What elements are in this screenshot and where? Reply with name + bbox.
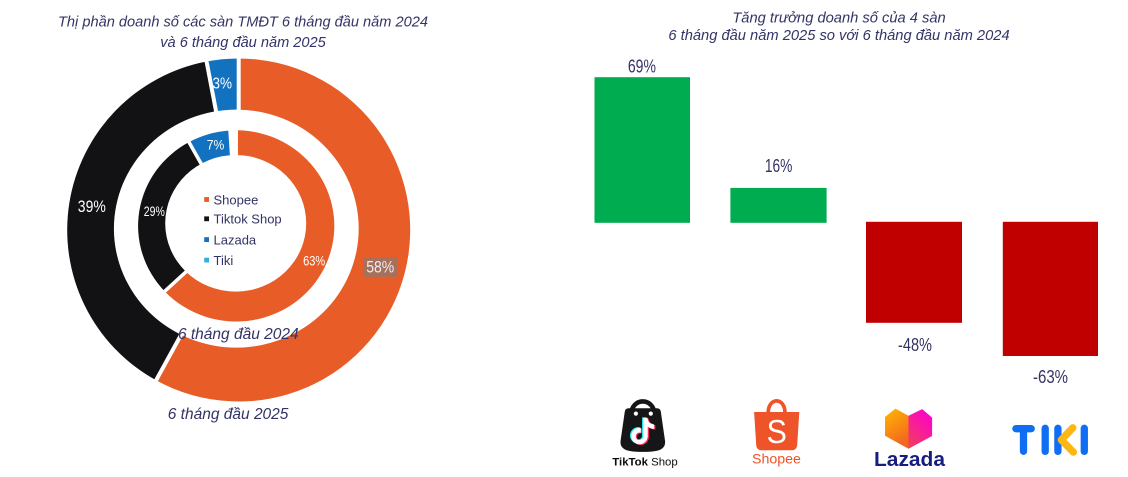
svg-text:6 tháng đầu 2025: 6 tháng đầu 2025 (168, 406, 289, 423)
svg-text:TikTok Shop: TikTok Shop (612, 456, 677, 468)
svg-text:Shopee: Shopee (214, 192, 259, 207)
svg-text:7%: 7% (207, 137, 225, 153)
svg-text:6 tháng đầu năm 2025 so với 6: 6 tháng đầu năm 2025 so với 6 tháng đầu … (668, 28, 1009, 44)
svg-text:39%: 39% (78, 197, 106, 216)
svg-text:16%: 16% (765, 156, 793, 176)
svg-text:Thị phần doanh số các sàn TMĐT: Thị phần doanh số các sàn TMĐT 6 tháng đ… (58, 15, 428, 31)
svg-text:Tiki: Tiki (214, 253, 234, 268)
svg-text:Shopee: Shopee (752, 452, 801, 468)
svg-text:và 6 tháng đầu năm 2025: và 6 tháng đầu năm 2025 (160, 35, 326, 51)
svg-text:Tiktok Shop: Tiktok Shop (214, 212, 282, 227)
svg-text:69%: 69% (628, 57, 656, 77)
svg-text:58%: 58% (366, 257, 394, 276)
svg-text:-63%: -63% (1033, 367, 1068, 387)
svg-text:3%: 3% (212, 76, 232, 93)
svg-text:6 tháng đầu 2024: 6 tháng đầu 2024 (178, 326, 299, 343)
svg-text:S: S (767, 413, 787, 450)
svg-text:63%: 63% (303, 252, 325, 268)
svg-text:Lazada: Lazada (214, 233, 257, 248)
svg-text:Lazada: Lazada (874, 448, 946, 471)
svg-text:29%: 29% (144, 203, 165, 219)
svg-text:Tăng trưởng doanh số của 4 sàn: Tăng trưởng doanh số của 4 sàn (732, 11, 945, 27)
svg-text:-48%: -48% (898, 335, 932, 355)
